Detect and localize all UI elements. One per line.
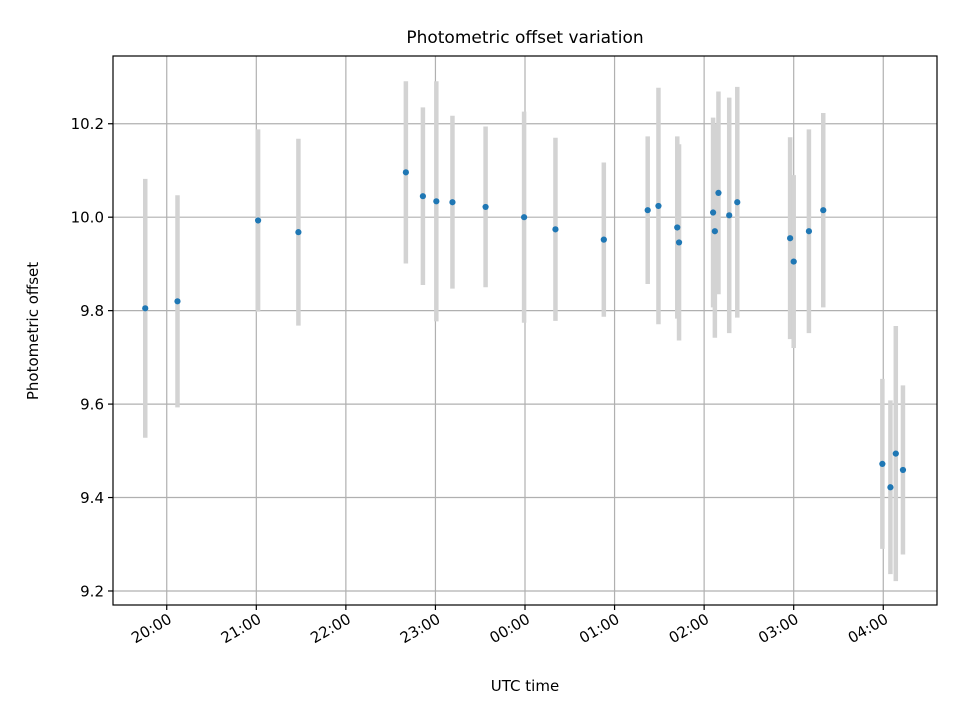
data-point [787, 235, 794, 242]
x-tick-label: 01:00 [576, 610, 622, 647]
data-point [295, 229, 302, 236]
error-bars [142, 81, 906, 582]
x-tick-label: 03:00 [755, 610, 801, 647]
data-point [820, 207, 827, 214]
data-point [709, 209, 717, 216]
y-tick-label: 9.4 [80, 489, 104, 507]
data-point [521, 214, 528, 221]
data-point [790, 258, 797, 265]
y-tick-label: 10.0 [71, 209, 104, 227]
y-tick-label: 9.2 [80, 582, 104, 600]
data-point [674, 224, 681, 231]
data-point [726, 212, 733, 219]
x-tick-label: 20:00 [128, 610, 174, 647]
x-tick-label: 21:00 [218, 610, 264, 647]
data-point [805, 228, 813, 235]
data-point [711, 228, 718, 235]
data-point [887, 484, 894, 491]
data-point [879, 460, 886, 467]
data-point [675, 239, 683, 246]
y-tick-label: 9.8 [80, 302, 104, 320]
data-point [715, 189, 722, 196]
data-point [644, 207, 651, 214]
data-point [174, 298, 181, 305]
data-point [655, 202, 662, 210]
x-tick-label: 02:00 [666, 610, 712, 647]
data-point [552, 226, 559, 233]
data-point [482, 203, 489, 211]
data-point [402, 169, 409, 176]
chart-title: Photometric offset variation [406, 28, 643, 48]
data-point [254, 217, 262, 224]
data-point [892, 450, 899, 457]
x-axis-label: UTC time [491, 677, 559, 695]
x-tick-label: 04:00 [845, 610, 891, 647]
y-axis-label: Photometric offset [24, 262, 42, 400]
data-point [142, 305, 149, 312]
x-tick-label: 23:00 [397, 610, 443, 647]
data-point [433, 198, 440, 205]
y-tick-label: 9.6 [80, 396, 104, 414]
x-tick-label: 00:00 [487, 610, 533, 647]
data-point [899, 466, 907, 474]
data-point [734, 199, 741, 206]
data-point [449, 199, 456, 206]
data-points [142, 169, 907, 491]
data-point [419, 193, 426, 200]
y-tick-label: 10.2 [71, 115, 104, 133]
x-tick-label: 22:00 [307, 610, 353, 647]
data-point [600, 236, 607, 243]
axis-ticks: 20:00 21:00 22:00 23:00 00:00 01:00 02:00 03:00… [71, 115, 892, 647]
